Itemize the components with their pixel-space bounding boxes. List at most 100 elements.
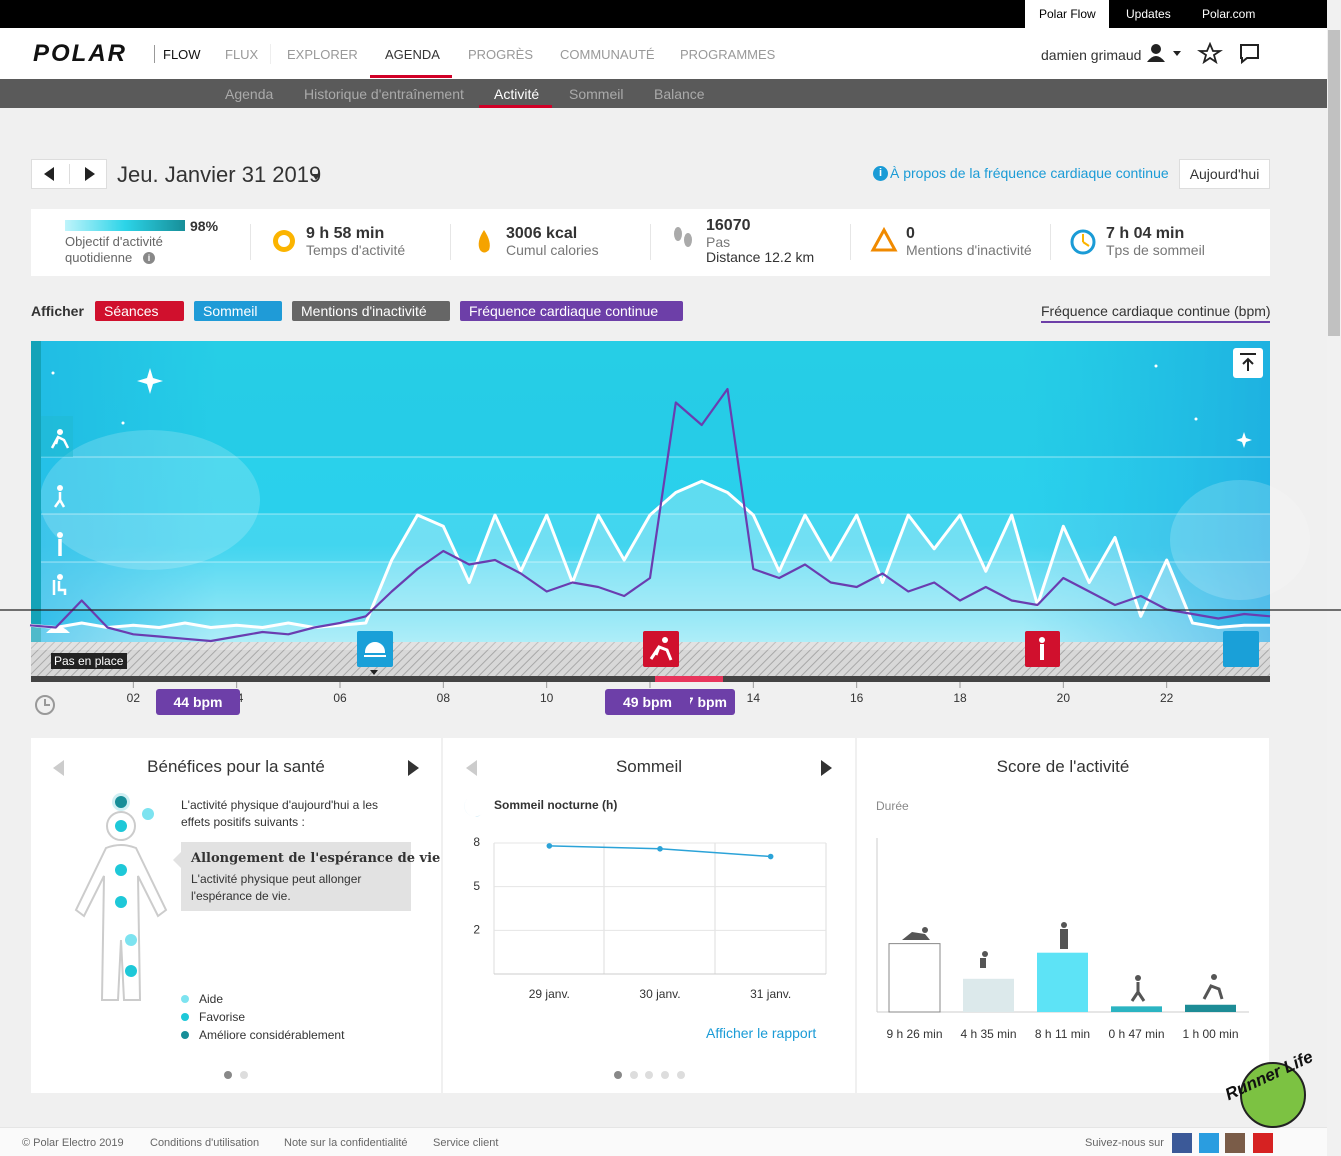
next-arrow[interactable] <box>821 760 832 776</box>
heart-rate-line <box>29 387 1271 643</box>
next-arrow[interactable] <box>408 760 419 776</box>
pager-dot[interactable] <box>645 1071 653 1079</box>
filter-tag[interactable]: Fréquence cardiaque continue <box>460 301 683 321</box>
steps-icon <box>674 227 682 241</box>
footer-link[interactable]: Service client <box>433 1137 499 1149</box>
x-tick-label: 20 <box>1057 691 1071 705</box>
summary-divider <box>250 224 251 260</box>
nav-item[interactable]: AGENDA <box>385 47 440 62</box>
stat-extra: Distance 12.2 km <box>706 249 815 265</box>
pager-dot[interactable] <box>224 1071 232 1079</box>
x-tick-label: 22 <box>1160 691 1174 705</box>
instagram-icon[interactable] <box>1225 1133 1245 1153</box>
favorites-icon[interactable] <box>1197 42 1223 65</box>
pager-dot[interactable] <box>614 1071 622 1079</box>
sleep-panel <box>443 738 855 1093</box>
prev-day-button[interactable] <box>44 167 54 181</box>
copyright: © Polar Electro 2019 <box>22 1137 124 1149</box>
star <box>1236 432 1252 448</box>
info-link[interactable]: À propos de la fréquence cardiaque conti… <box>890 165 1169 181</box>
prev-arrow[interactable] <box>466 760 477 776</box>
facebook-icon[interactable] <box>1172 1133 1192 1153</box>
user-name[interactable]: damien grimaud <box>1041 47 1142 63</box>
nav-item[interactable]: PROGRÈS <box>468 47 534 62</box>
nav-item[interactable]: FLUX <box>225 47 259 62</box>
footer-link[interactable]: Conditions d'utilisation <box>150 1137 260 1149</box>
sub-nav <box>0 79 1327 108</box>
today-button[interactable]: Aujourd'hui <box>1179 159 1270 189</box>
next-day-button[interactable] <box>85 167 95 181</box>
running-icon <box>50 435 70 449</box>
nav-icons <box>1147 42 1259 65</box>
subnav-item[interactable]: Historique d'entraînement <box>304 86 464 102</box>
summary-icons <box>273 226 1096 255</box>
pager-dot[interactable] <box>661 1071 669 1079</box>
clock-icon <box>44 699 50 706</box>
sleep-icon <box>1070 229 1096 255</box>
filter-tag[interactable]: Sommeil <box>194 301 282 321</box>
nav-item[interactable]: PROGRAMMES <box>680 47 776 62</box>
session-strip <box>655 676 723 682</box>
user-caret[interactable] <box>1173 51 1181 56</box>
stat-value: 16070 <box>706 217 751 234</box>
x-tick-label: 10 <box>540 691 554 705</box>
goal-percent: 98% <box>190 218 219 234</box>
goal-info-icon[interactable]: i <box>143 252 155 264</box>
top-link[interactable]: Updates <box>1126 7 1171 21</box>
subnav-active-underline <box>479 105 552 108</box>
nav-item[interactable]: EXPLORER <box>287 47 358 62</box>
report-link[interactable]: Afficher le rapport <box>706 1025 817 1041</box>
user-icon-body <box>1147 56 1165 62</box>
brand-product: FLOW <box>163 47 201 62</box>
star <box>137 368 163 394</box>
star <box>1194 417 1198 421</box>
date-nav-divider <box>69 164 70 184</box>
zone-band <box>41 341 1270 457</box>
legend-dot <box>181 1013 189 1021</box>
footer-follow: Suivez-nous sur <box>1085 1137 1164 1149</box>
zone-band <box>41 562 1270 610</box>
chart-selector[interactable]: Fréquence cardiaque continue (bpm) <box>1041 303 1271 323</box>
youtube-icon[interactable] <box>1253 1133 1273 1153</box>
steps-icon <box>684 233 692 247</box>
date-picker[interactable]: Jeu. Janvier 31 2019 <box>117 162 322 187</box>
summary-divider <box>1050 224 1051 260</box>
top-link[interactable]: Polar.com <box>1202 7 1256 21</box>
filter-tag[interactable]: Mentions d'inactivité <box>292 301 450 321</box>
subnav-item[interactable]: Agenda <box>225 86 274 102</box>
inactivity-marker[interactable] <box>1025 631 1060 667</box>
chart-night-shade <box>31 341 1270 682</box>
twitter-icon[interactable] <box>1199 1133 1219 1153</box>
brand-divider <box>154 45 155 63</box>
subnav-item[interactable]: Activité <box>494 86 540 102</box>
walking-icon <box>57 485 63 491</box>
activity-time-icon-inner <box>278 235 290 247</box>
top-tab-active <box>1025 0 1109 28</box>
sleep-marker[interactable] <box>1223 631 1259 667</box>
health-intro: L'activité physique d'aujourd'hui a les … <box>181 798 378 829</box>
nav-item[interactable]: COMMUNAUTÉ <box>560 47 655 62</box>
subnav-item[interactable]: Sommeil <box>569 86 624 102</box>
prev-arrow[interactable] <box>53 760 64 776</box>
messages-icon[interactable] <box>1240 44 1259 65</box>
filter-tag[interactable]: Séances <box>95 301 184 321</box>
collapse-button[interactable] <box>1233 348 1263 378</box>
health-card-pointer <box>173 852 181 868</box>
footer-link[interactable]: Note sur la confidentialité <box>284 1137 408 1149</box>
pager-dot[interactable] <box>630 1071 638 1079</box>
health-card-title: Allongement de l'espérance de vie <box>191 851 441 866</box>
top-link[interactable]: Polar Flow <box>1039 7 1096 21</box>
session-marker[interactable] <box>643 631 679 667</box>
pager-dot[interactable] <box>240 1071 248 1079</box>
activity-chart <box>29 387 1271 650</box>
panel-heading: Sommeil <box>615 757 683 776</box>
pager-dot[interactable] <box>677 1071 685 1079</box>
stat-label: Pas <box>706 234 731 250</box>
brand-logo[interactable]: POLAR <box>33 40 127 67</box>
sunrise-marker[interactable] <box>357 631 393 667</box>
user-icon[interactable] <box>1151 44 1161 54</box>
scrollbar-thumb[interactable] <box>1328 30 1340 336</box>
subnav-item[interactable]: Balance <box>654 86 705 102</box>
bpm-label: 44 bpm <box>156 689 240 715</box>
